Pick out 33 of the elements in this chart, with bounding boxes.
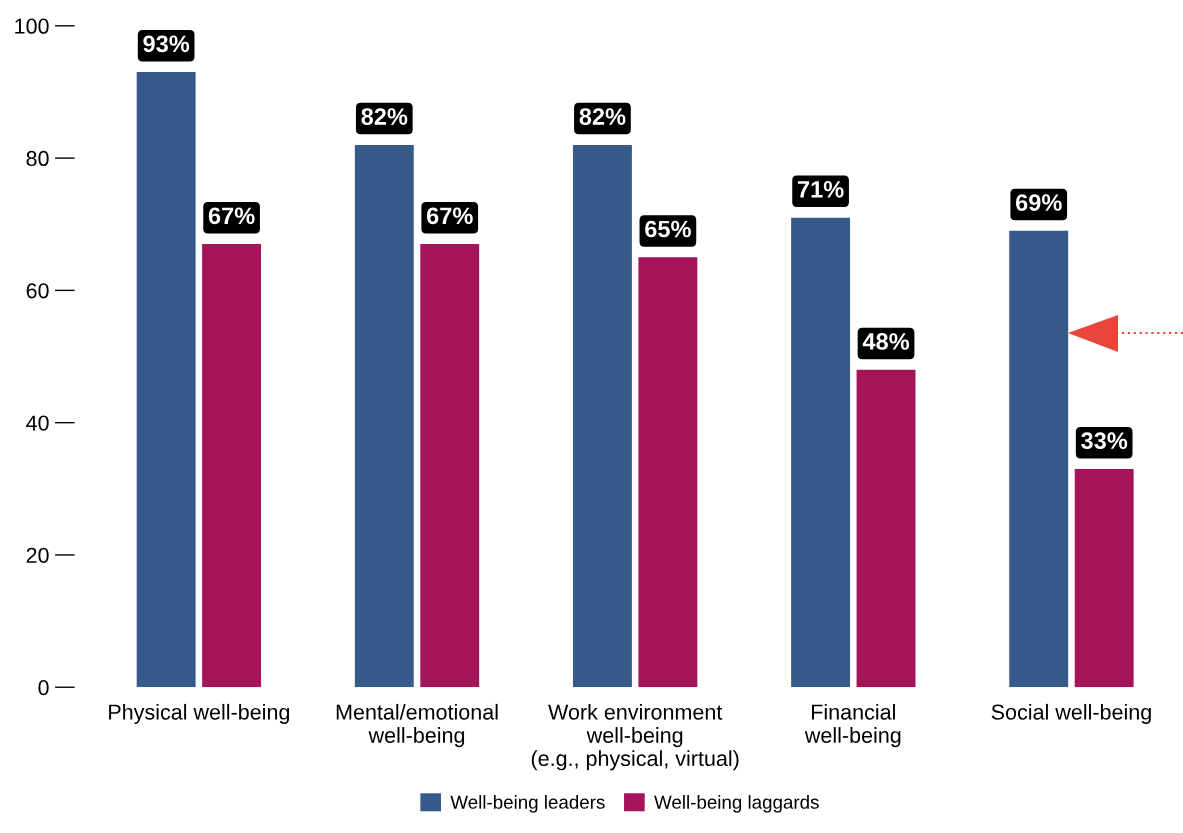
y-tick-label: 40 xyxy=(26,415,49,431)
y-tick-label: 0 xyxy=(38,679,49,696)
data-label: 82% xyxy=(579,108,626,125)
y-tick-label: 80 xyxy=(26,150,49,167)
y-tick-label: 20 xyxy=(26,547,49,563)
data-label: 67% xyxy=(426,207,473,225)
data-label: 65% xyxy=(645,220,691,238)
bar xyxy=(572,144,632,688)
data-label: 93% xyxy=(143,35,190,53)
data-label: 48% xyxy=(862,333,910,350)
legend-label: Well-being laggards xyxy=(654,795,819,813)
y-tick-label: 100 xyxy=(15,18,49,34)
x-tick-label: Social well-being xyxy=(991,703,1151,724)
data-label: 69% xyxy=(1015,194,1062,211)
x-tick-label: Financial well-being xyxy=(804,703,901,748)
bar xyxy=(136,72,196,688)
data-label: 67% xyxy=(208,207,255,225)
legend-label: Well-being leaders xyxy=(450,795,605,813)
x-tick-label: Work environment well-being (e.g., physical, virtual) xyxy=(531,703,739,771)
bar xyxy=(354,144,414,688)
x-tick-label: Mental/emotional well-being xyxy=(336,703,498,748)
data-label: 33% xyxy=(1081,432,1128,450)
data-label: 71% xyxy=(797,181,844,198)
bar xyxy=(420,244,480,688)
x-tick-label: Physical well-being xyxy=(109,703,290,724)
bar xyxy=(638,257,698,688)
bar xyxy=(202,244,262,688)
bar xyxy=(1074,468,1134,688)
bar xyxy=(1009,230,1069,688)
y-tick-label: 60 xyxy=(26,283,49,299)
data-label: 82% xyxy=(361,108,408,125)
bar xyxy=(856,369,916,688)
bar xyxy=(791,217,851,688)
